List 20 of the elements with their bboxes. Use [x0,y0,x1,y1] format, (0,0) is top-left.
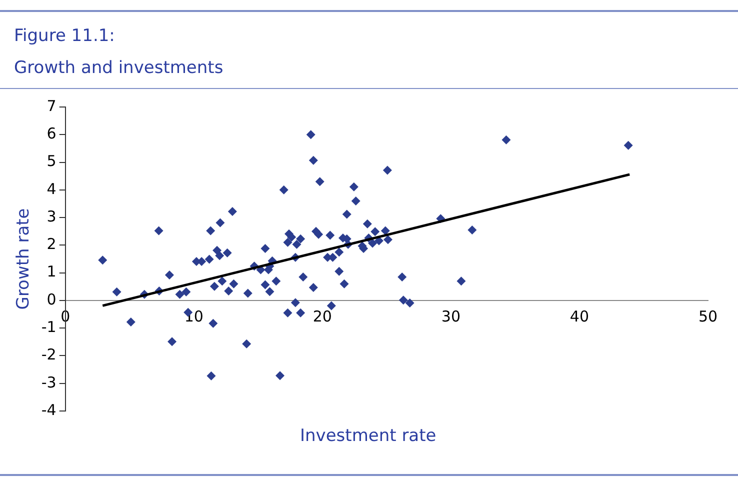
x-tick-label: 50 [698,307,718,326]
x-tick-label: 40 [570,307,590,326]
y-tick-label: 3 [46,207,56,226]
y-tick-label: -2 [41,346,56,364]
x-tick-label: 30 [441,307,460,326]
y-tick-label: 4 [46,180,56,198]
y-tick-label: 7 [46,96,56,115]
y-tick-label: 0 [46,290,56,308]
x-tick-label: 20 [312,307,332,326]
y-tick-label: -3 [41,373,56,392]
y-tick-label: -4 [41,400,56,419]
chart-title: Figure 11.1: [14,26,115,46]
y-axis-title: Growth rate [14,208,34,310]
x-axis-title: Investment rate [300,426,436,446]
y-tick-label: -1 [41,318,56,336]
y-tick-label: 2 [46,235,56,254]
y-tick-label: 1 [46,262,56,281]
y-tick-label: 6 [46,124,56,143]
chart-subtitle: Growth and investments [14,58,224,78]
y-tick-label: 5 [46,152,56,170]
